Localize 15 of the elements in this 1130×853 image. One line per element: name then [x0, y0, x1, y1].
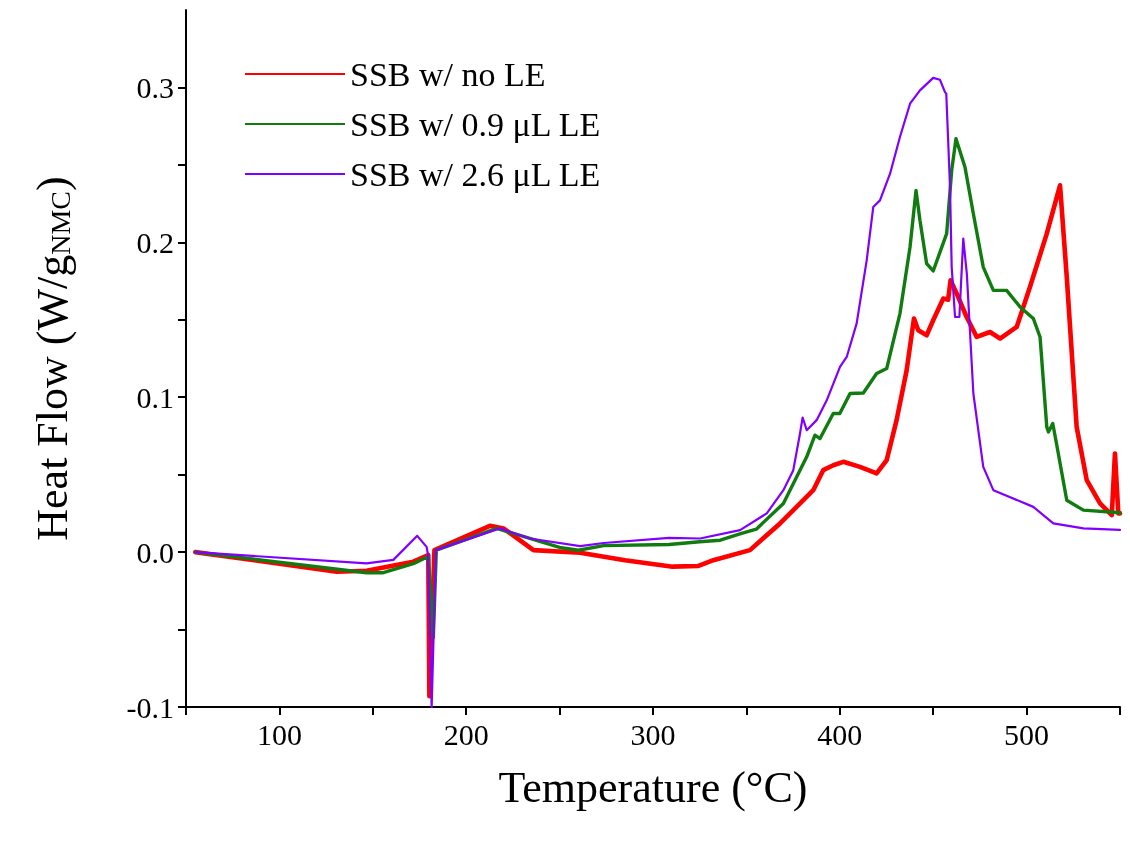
legend-label: SSB w/ no LE: [350, 55, 546, 93]
y-tick-label: 0.0: [136, 535, 174, 569]
y-tick-label: -0.1: [126, 690, 174, 724]
x-tick-label: 200: [443, 717, 489, 751]
x-tick-label: 500: [1004, 717, 1050, 751]
x-axis-title: Temperature (°C): [498, 762, 808, 812]
x-tick-label: 100: [256, 717, 302, 751]
x-tick-label: 400: [817, 717, 863, 751]
y-tick-label: 0.1: [136, 380, 174, 414]
legend-label: SSB w/ 2.6 μL LE: [350, 155, 601, 193]
y-tick-label: 0.3: [136, 70, 174, 104]
legend-label: SSB w/ 0.9 μL LE: [350, 105, 601, 143]
x-tick-label: 300: [630, 717, 676, 751]
y-axis-title: Heat Flow (W/gNMC): [27, 176, 77, 541]
y-tick-label: 0.2: [136, 225, 174, 259]
